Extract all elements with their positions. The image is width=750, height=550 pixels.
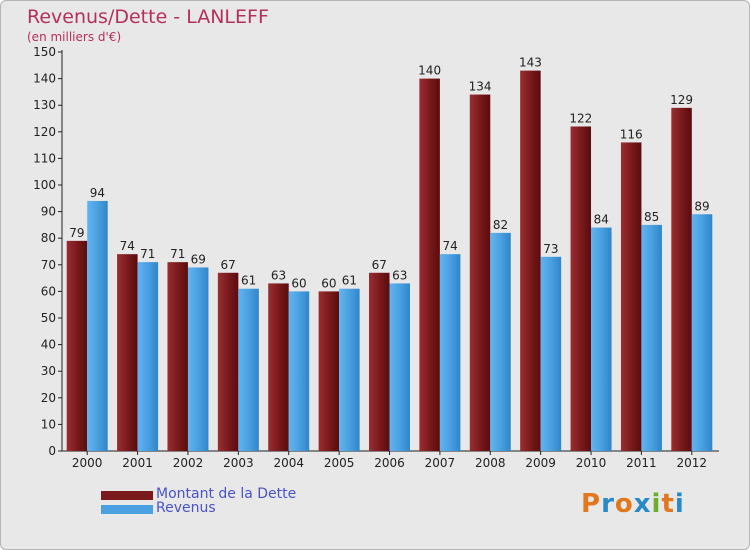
data-label-revenus: 61 (241, 274, 256, 288)
y-tick-label: 70 (41, 258, 56, 272)
data-label-dette: 60 (321, 276, 336, 290)
data-label-dette: 143 (519, 56, 542, 70)
y-tick-label: 10 (41, 417, 56, 431)
bar-dette (318, 291, 340, 451)
logo-letter: i (651, 489, 662, 519)
bar-revenus (87, 200, 108, 451)
bar-dette (419, 78, 440, 451)
data-label-revenus: 73 (543, 242, 558, 256)
y-tick-label: 40 (41, 338, 56, 352)
logo-letter: P (581, 489, 602, 519)
bar-chart: 0 10 20 30 40 50 60 70 80 90 100 110 120 130 140 150 200… (33, 45, 719, 470)
bar-revenus (691, 214, 713, 451)
y-tick-label: 150 (33, 45, 56, 59)
x-tick-label: 2002 (173, 456, 204, 470)
bar-revenus (641, 224, 662, 451)
proxiti-logo: Proxiti (581, 489, 685, 519)
data-label-dette: 134 (469, 80, 492, 94)
y-tick-label: 120 (33, 125, 56, 139)
data-label-revenus: 89 (694, 199, 709, 213)
plot-area: 0 10 20 30 40 50 60 70 80 90 100 110 120 130 140 150 200… (33, 45, 719, 470)
chart-subtitle: (en milliers d'€) (27, 30, 122, 44)
bar-dette (520, 70, 541, 452)
data-label-revenus: 60 (291, 276, 306, 290)
bar-dette (671, 107, 692, 452)
bar-dette (570, 126, 592, 451)
data-label-revenus: 85 (644, 210, 659, 224)
data-label-revenus: 82 (493, 218, 508, 232)
data-label-dette: 67 (220, 258, 235, 272)
x-tick-label: 2003 (223, 456, 254, 470)
y-tick-label: 30 (41, 364, 56, 378)
x-tick-label: 2006 (374, 456, 405, 470)
y-tick-label: 110 (33, 151, 56, 165)
x-tick-label: 2004 (273, 456, 304, 470)
data-label-dette: 129 (670, 93, 693, 107)
data-label-revenus: 69 (191, 252, 206, 266)
bar-revenus (137, 262, 159, 451)
data-label-revenus: 71 (140, 247, 155, 261)
legend-swatch-dette (101, 491, 153, 500)
legend-label-dette: Montant de la Dette (156, 486, 297, 502)
data-label-revenus: 63 (392, 268, 407, 282)
y-tick-label: 0 (48, 444, 56, 458)
bar-revenus (389, 283, 410, 451)
bar-dette (268, 283, 289, 451)
bar-dette (369, 272, 390, 451)
logo-letter: t (661, 489, 675, 519)
data-label-dette: 140 (418, 64, 441, 78)
bar-revenus (490, 232, 511, 451)
x-tick-label: 2000 (72, 456, 103, 470)
bar-revenus (591, 227, 612, 451)
y-tick-label: 130 (33, 98, 56, 112)
y-tick-label: 80 (41, 231, 56, 245)
x-tick-label: 2008 (475, 456, 506, 470)
legend-label-revenus: Revenus (156, 500, 216, 516)
y-tick-label: 60 (41, 284, 56, 298)
data-label-dette: 67 (372, 258, 387, 272)
data-label-dette: 79 (69, 226, 84, 240)
bar-revenus (339, 288, 360, 451)
x-tick-label: 2001 (122, 456, 153, 470)
bar-revenus (540, 256, 562, 451)
x-tick-label: 2005 (324, 456, 355, 470)
bar-dette (66, 240, 88, 451)
bar-dette (217, 272, 239, 451)
data-label-revenus: 84 (594, 213, 609, 227)
bar-revenus (439, 254, 461, 451)
bar-dette (167, 262, 188, 451)
bar-dette (620, 142, 642, 451)
y-tick-label: 50 (41, 311, 56, 325)
x-tick-label: 2010 (576, 456, 607, 470)
y-tick-label: 20 (41, 391, 56, 405)
bar-dette (469, 94, 491, 451)
data-label-dette: 63 (271, 268, 286, 282)
chart-title: Revenus/Dette - LANLEFF (27, 6, 269, 28)
logo-letter: x (633, 489, 652, 519)
data-label-dette: 116 (620, 127, 643, 141)
bar-revenus (187, 267, 209, 451)
x-tick-label: 2009 (525, 456, 556, 470)
y-tick-label: 90 (41, 205, 56, 219)
logo-letter: i (674, 489, 685, 519)
logo-letter: o (614, 489, 634, 519)
bar-dette (117, 254, 138, 451)
y-tick-label: 140 (33, 72, 56, 86)
x-tick-label: 2012 (677, 456, 708, 470)
logo-letter: r (601, 489, 615, 519)
data-label-revenus: 94 (90, 186, 105, 200)
x-tick-label: 2011 (626, 456, 657, 470)
x-tick-label: 2007 (425, 456, 456, 470)
bar-revenus (288, 291, 310, 451)
y-tick-label: 100 (33, 178, 56, 192)
data-label-dette: 122 (569, 111, 592, 125)
legend-swatch-revenus (101, 505, 153, 514)
data-label-dette: 71 (170, 247, 185, 261)
data-label-revenus: 74 (442, 239, 457, 253)
data-label-dette: 74 (120, 239, 135, 253)
bar-revenus (238, 288, 259, 451)
data-label-revenus: 61 (342, 274, 357, 288)
